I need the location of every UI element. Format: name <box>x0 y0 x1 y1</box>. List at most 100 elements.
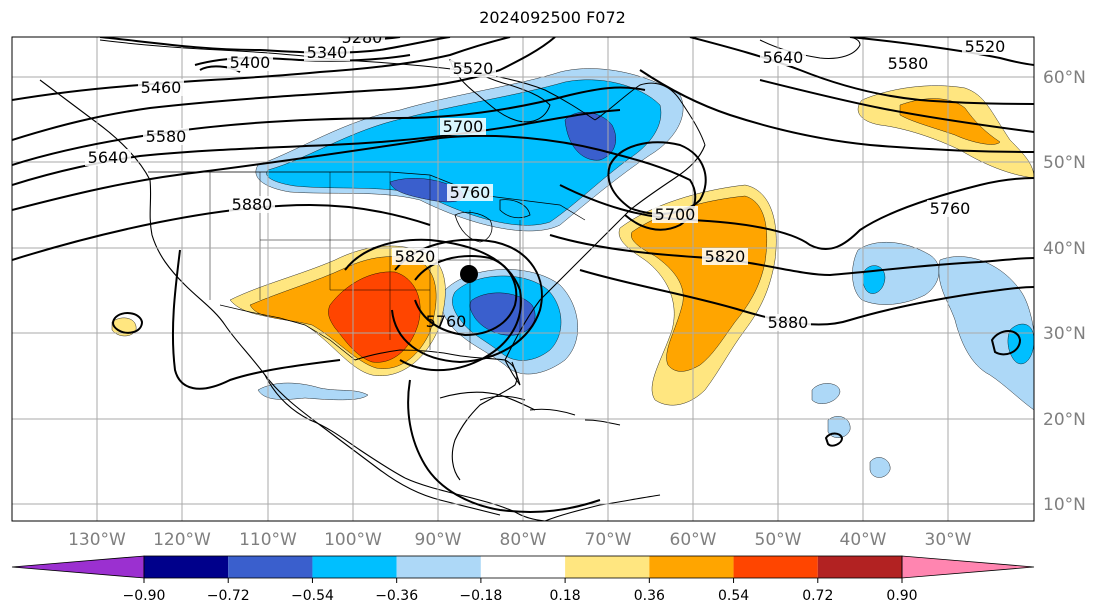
contour-closed-pac <box>112 312 144 334</box>
pos-light-pac <box>111 317 137 337</box>
colorbar-extend-low <box>11 555 145 579</box>
contour-label: 5580 <box>888 54 929 73</box>
west-coast <box>39 79 501 516</box>
contour-label-bg <box>927 200 973 217</box>
contour-label: 5460 <box>141 78 182 97</box>
colorbar-segment <box>396 556 481 578</box>
colorbar-segment <box>312 556 397 578</box>
contour-label-bg <box>229 196 275 213</box>
longitude-tick-label: 90°W <box>415 530 462 550</box>
graticule <box>12 37 1034 521</box>
contour-label-bg <box>765 314 811 331</box>
colorbar-tick-label: 0.18 <box>550 588 581 604</box>
florida <box>504 359 521 386</box>
contour-trough-inner <box>414 255 518 337</box>
contour-label-bg <box>885 55 931 72</box>
latitude-labels: 60°N 50°N 40°N 30°N 20°N 10°N <box>1043 68 1086 515</box>
longitude-tick-label: 60°W <box>670 530 717 550</box>
longitude-tick-label: 70°W <box>585 530 632 550</box>
colorbar-segment <box>649 556 734 578</box>
contour-label-bg <box>962 38 1008 55</box>
longitude-tick-label: 130°W <box>68 530 126 550</box>
contour-label: 5400 <box>230 53 271 72</box>
neg-light-gulf <box>257 382 369 401</box>
east-coast <box>504 144 706 361</box>
contour-label: 5520 <box>453 59 494 78</box>
contour-label: 5340 <box>307 43 348 62</box>
contour-trough-mid <box>391 238 543 364</box>
contour-label-bg <box>652 206 698 223</box>
contour-5880-east <box>579 269 1034 326</box>
contour-label-bg <box>227 54 273 71</box>
contour-5820-east <box>549 234 1034 277</box>
contour-label-bg <box>339 37 385 46</box>
contour-label-bg <box>85 149 131 166</box>
pos-mid-natl <box>899 98 1001 145</box>
contour-label: 5880 <box>232 195 273 214</box>
contour-label-bg <box>304 44 350 61</box>
contour-label-bg <box>440 118 486 135</box>
contour-label: 5580 <box>146 127 187 146</box>
contour-closed-canada <box>607 141 707 215</box>
colorbar-tick-label: 0.90 <box>886 588 917 604</box>
south-america <box>544 494 661 521</box>
longitude-tick-label: 80°W <box>500 530 547 550</box>
contour-label: 5640 <box>763 48 804 67</box>
hudson-bay <box>449 59 551 123</box>
map-frame <box>11 36 1035 522</box>
colorbar-tick-label: −0.18 <box>459 588 502 604</box>
contour-label: 5520 <box>965 37 1006 56</box>
longitude-tick-label: 120°W <box>153 530 211 550</box>
neg-mid-north <box>266 79 662 226</box>
contour-label: 5880 <box>768 313 809 332</box>
longitude-tick-label: 30°W <box>925 530 972 550</box>
contour-label: 5760 <box>450 183 491 202</box>
colorbar-segment <box>480 556 566 578</box>
neg-light-atl-3 <box>811 383 841 404</box>
colorbar-extend-high <box>901 555 1035 579</box>
great-lakes <box>454 199 531 243</box>
contour-label-bg <box>447 184 493 201</box>
colorbar <box>11 555 1035 579</box>
contour-5520-west <box>12 37 556 141</box>
central-america <box>404 477 546 521</box>
longitude-tick-label: 40°W <box>840 530 887 550</box>
contour-label-bg <box>138 79 184 96</box>
latitude-tick-label: 50°N <box>1043 153 1086 173</box>
cuba <box>439 391 536 411</box>
colorbar-tick-label: −0.54 <box>291 588 334 604</box>
colorbar-outline <box>143 555 903 579</box>
colorbar-tick-label: 0.54 <box>718 588 749 604</box>
us-mexico-border <box>219 304 356 361</box>
colorbar-tick-label: 0.72 <box>802 588 833 604</box>
coastlines <box>39 37 861 521</box>
longitude-labels: 130°W 120°W 110°W 100°W 90°W 80°W 70°W 60°W 50°W… <box>68 530 972 550</box>
contour-5640-ne <box>639 69 1034 153</box>
latitude-tick-label: 30°N <box>1043 324 1086 344</box>
canada-north <box>99 39 596 121</box>
contour-5580-west <box>12 86 646 166</box>
point-marker <box>460 265 478 283</box>
neg-mid-atl-2 <box>1007 323 1034 365</box>
contour-label: 5760 <box>426 312 467 331</box>
colorbar-segment <box>817 556 902 578</box>
contour-label-bg <box>450 60 496 77</box>
contour-ridge-outer <box>171 249 341 390</box>
contour-5640-east <box>689 37 1034 105</box>
pos-strong-plains <box>328 271 421 363</box>
latitude-tick-label: 60°N <box>1043 68 1086 88</box>
contour-label: 5700 <box>443 117 484 136</box>
anomaly-shading <box>111 68 1034 478</box>
labrador <box>594 82 706 146</box>
mexico-pacific <box>264 374 406 479</box>
contour-label: 5700 <box>655 205 696 224</box>
latitude-tick-label: 40°N <box>1043 239 1086 259</box>
contour-label: 5280 <box>342 28 383 47</box>
contour-5460 <box>12 37 511 101</box>
contour-label-bg <box>702 248 748 265</box>
neg-light-atl-4 <box>827 416 851 438</box>
contour-closed-atl-1 <box>990 330 1022 356</box>
contour-label: 5820 <box>395 247 436 266</box>
